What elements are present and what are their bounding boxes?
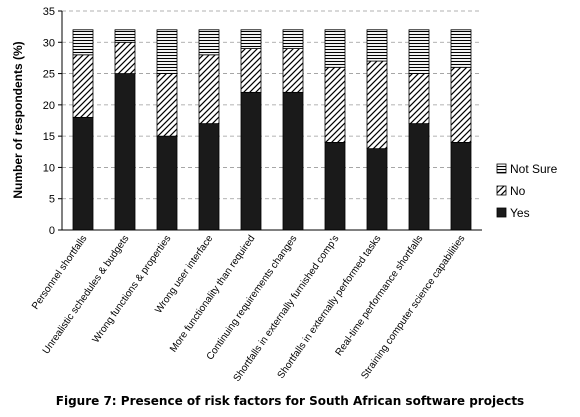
bar-segment-not-sure [114,29,136,43]
bar-segment-yes [114,73,136,231]
bar-segment-no [282,48,304,93]
legend-label: Not Sure [510,162,558,176]
bar-segment-no [198,54,220,125]
y-tick-label: 25 [43,69,55,81]
bar-segment-yes [282,91,304,231]
y-tick-label: 20 [43,100,55,112]
legend-swatch [496,185,507,196]
category-label: More functionality than required [168,233,257,354]
y-axis-title: Number of respondents (%) [11,41,25,198]
bar-segment-not-sure [450,29,472,68]
legend-label: Yes [510,206,530,220]
y-tick-label: 10 [43,162,55,174]
bar-segment-not-sure [156,29,178,74]
bar-segment-yes [156,135,178,231]
y-tick-label: 15 [43,131,55,143]
legend-label: No [510,184,526,198]
bar-segment-yes [450,141,472,231]
figure-caption: Figure 7: Presence of risk factors for S… [55,394,525,408]
bar-segment-not-sure [324,29,346,68]
bar-segment-not-sure [408,29,430,74]
bar-segment-no [156,73,178,137]
bar-segment-not-sure [198,29,220,56]
category-label: Unrealistic schedules & budgets [41,233,132,356]
bar-segment-not-sure [366,29,388,62]
legend-swatch [496,163,507,174]
y-tick-label: 35 [43,6,55,18]
category-label: Real-time performance shortfalls [334,233,426,358]
axes: 0 5 10 15 20 25 30 35 [43,6,482,237]
bar-segment-yes [72,116,94,231]
bar-segment-no [72,54,94,118]
bar-segment-not-sure [72,29,94,56]
bar-segment-not-sure [240,29,262,49]
category-label: Continuing requirements changes [205,233,300,362]
y-tick-label: 30 [43,37,55,49]
bar-segment-not-sure [282,29,304,49]
y-tick-label: 0 [49,225,55,237]
bar-segment-no [366,60,388,150]
y-tick-label: 5 [49,194,55,206]
bar-segment-yes [324,141,346,231]
legend-swatch [496,207,507,218]
category-label: Wrong functions & properties [91,233,174,345]
bar-segment-no [408,73,430,125]
bar-segment-yes [366,148,388,231]
bar-segment-no [324,66,346,143]
bars [72,29,472,231]
legend: Not Sure No Yes [496,162,558,220]
bar-segment-yes [198,123,220,231]
bar-segment-yes [240,91,262,231]
bar-segment-yes [408,123,430,231]
bar-segment-no [450,66,472,143]
bar-segment-no [114,41,136,74]
bar-segment-no [240,48,262,93]
